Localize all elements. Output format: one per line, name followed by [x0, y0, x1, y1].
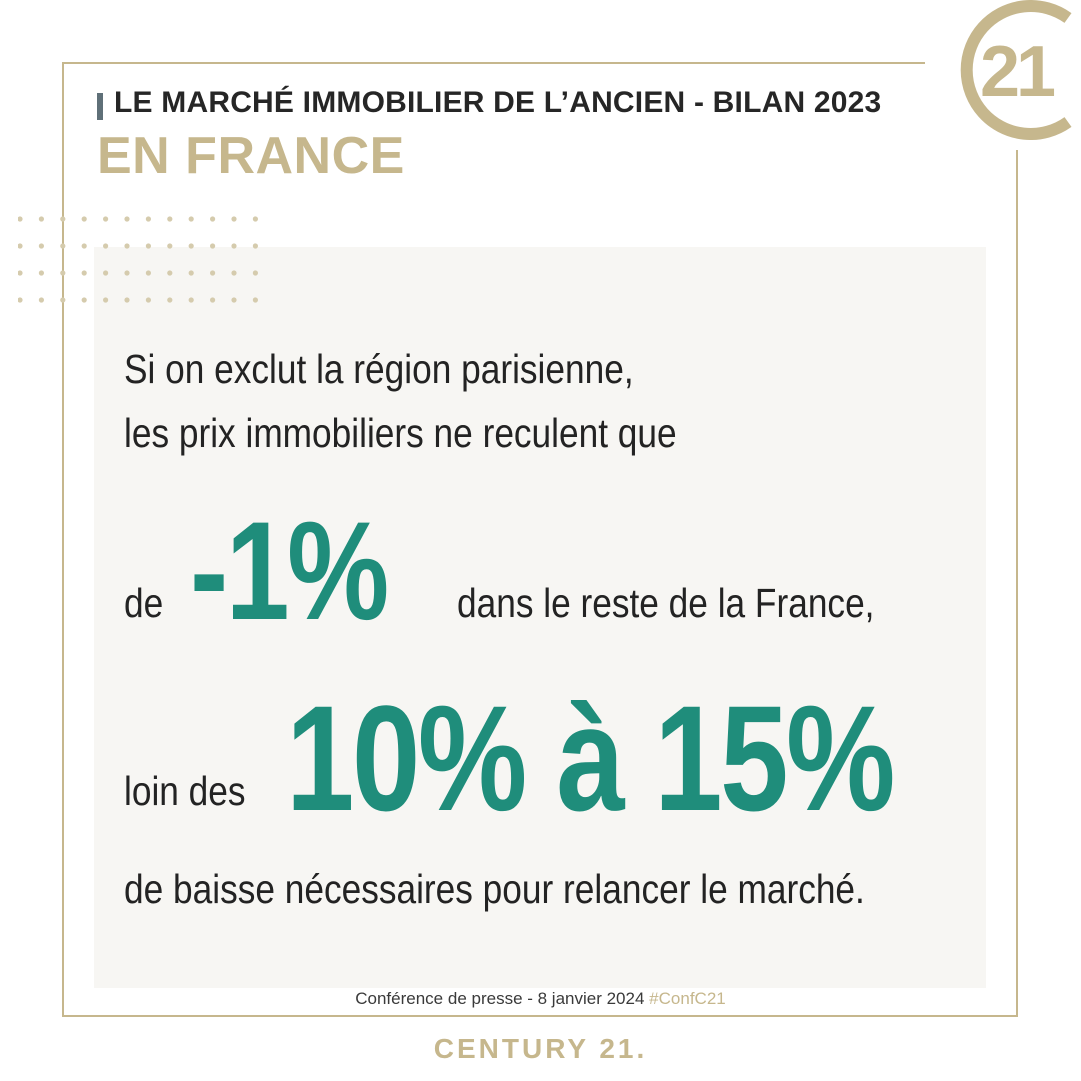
decorative-dot [252, 297, 258, 303]
brand-wordmark: CENTURY 21. [433, 1033, 648, 1064]
decorative-dot [167, 243, 173, 249]
decorative-dot [60, 297, 66, 303]
decorative-dot [167, 297, 173, 303]
decorative-dot [103, 243, 109, 249]
decorative-dot [18, 216, 23, 222]
decorative-dot [60, 243, 66, 249]
footer-caption: Conférence de presse - 8 janvier 2024 #C… [0, 989, 1081, 1009]
decorative-dot [188, 243, 194, 249]
stat-ten-to-fifteen-percent: 10% à 15% [286, 674, 895, 842]
body-line-2: les prix immobiliers ne reculent que [124, 410, 677, 456]
suffix-rest-of-france: dans le reste de la France, [457, 580, 875, 626]
decorative-dot [252, 243, 258, 249]
decorative-dot [124, 243, 130, 249]
decorative-dot [18, 243, 23, 249]
decorative-dot [188, 270, 194, 276]
gold-frame-border [62, 62, 1018, 1017]
decorative-dot [145, 297, 151, 303]
prefix-loin-des: loin des [124, 768, 246, 814]
footer-hashtag: #ConfC21 [649, 989, 726, 1008]
decorative-dot [124, 216, 130, 222]
decorative-dot [231, 216, 237, 222]
content-panel [94, 247, 986, 988]
decorative-dot [124, 297, 130, 303]
decorative-dot [145, 243, 151, 249]
decorative-dot [60, 270, 66, 276]
decorative-dot [210, 270, 216, 276]
decorative-dot [38, 216, 44, 222]
decorative-dot [124, 270, 130, 276]
page-subtitle: EN FRANCE [97, 127, 405, 185]
decorative-dot [167, 216, 173, 222]
decorative-dot [103, 270, 109, 276]
body-line-last: de baisse nécessaires pour relancer le m… [124, 866, 865, 912]
prefix-de: de [124, 580, 164, 626]
decorative-dot [188, 216, 194, 222]
decorative-dot [145, 270, 151, 276]
decorative-dot [38, 297, 44, 303]
decorative-dot [38, 243, 44, 249]
title-accent-bar [97, 93, 103, 120]
decorative-dot [188, 297, 194, 303]
century21-logo-icon: 21 [960, 0, 1072, 140]
decorative-dot [81, 216, 87, 222]
logo-text: 21 [980, 32, 1055, 112]
decorative-dot [81, 270, 87, 276]
decorative-dot [210, 243, 216, 249]
decorative-dot [18, 270, 23, 276]
decorative-dot [60, 216, 66, 222]
decorative-dot [18, 297, 23, 303]
page-title: LE MARCHÉ IMMOBILIER DE L’ANCIEN - BILAN… [114, 86, 882, 119]
decorative-dot [252, 270, 258, 276]
decorative-dot [145, 216, 151, 222]
decorative-dot [210, 297, 216, 303]
decorative-dot [231, 270, 237, 276]
decorative-dot [103, 297, 109, 303]
decorative-dot [252, 216, 258, 222]
decorative-dot [231, 297, 237, 303]
decorative-dot [231, 243, 237, 249]
footer-caption-text: Conférence de presse - 8 janvier 2024 [355, 989, 645, 1008]
decorative-dot [167, 270, 173, 276]
stat-minus-one-percent: -1% [190, 492, 389, 649]
decorative-dot [38, 270, 44, 276]
decorative-dot [81, 297, 87, 303]
body-line-1: Si on exclut la région parisienne, [124, 346, 634, 392]
decorative-dot [81, 243, 87, 249]
decorative-dot [210, 216, 216, 222]
decorative-dots-pattern [18, 216, 258, 303]
decorative-dot [103, 216, 109, 222]
